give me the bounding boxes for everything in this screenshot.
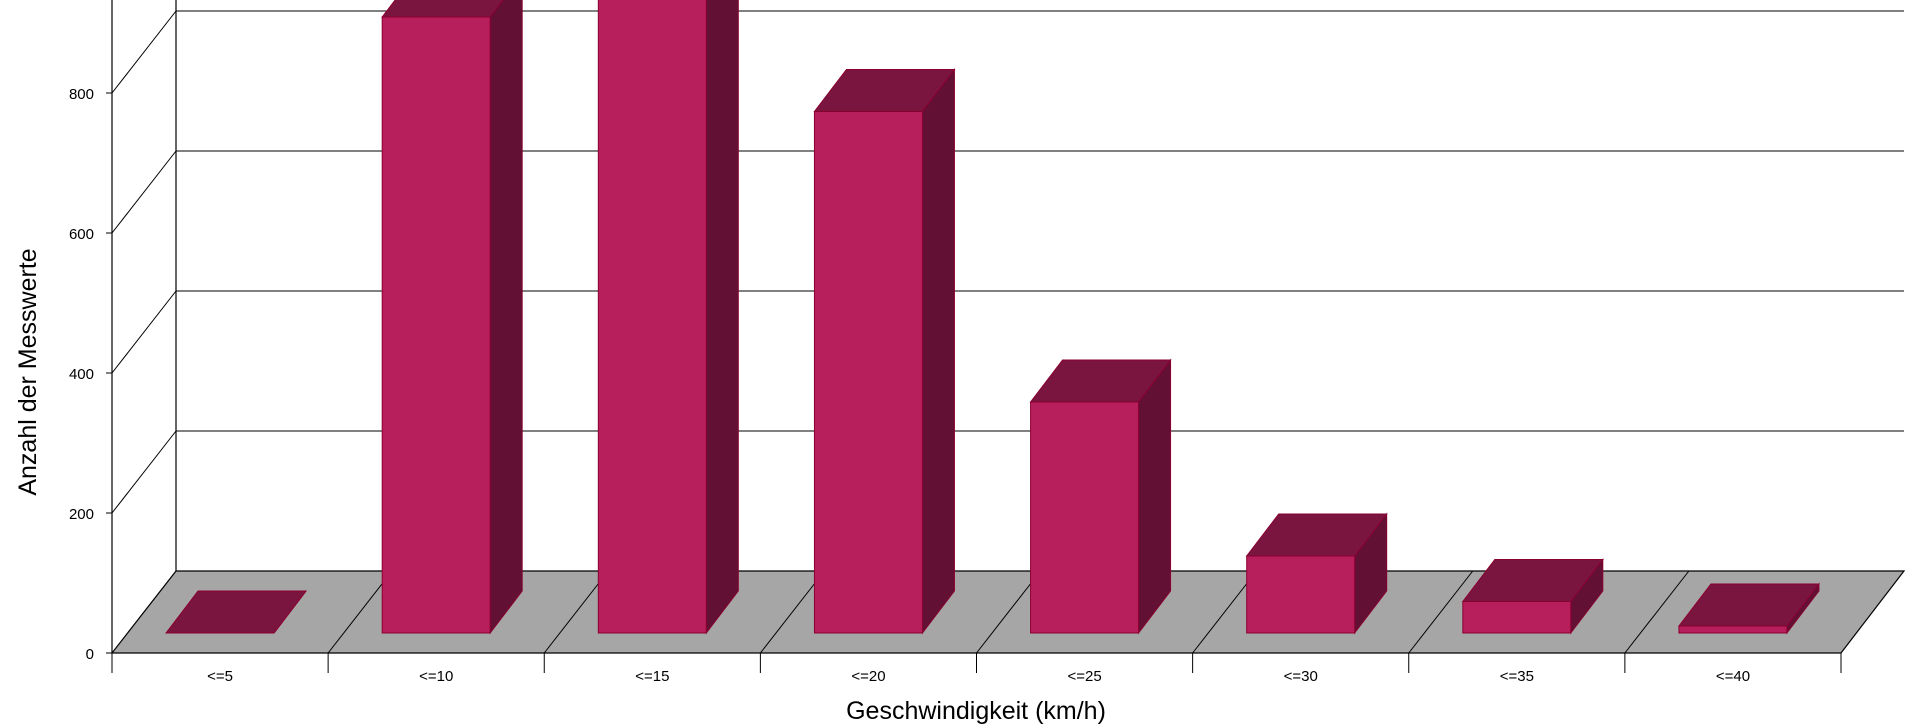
y-axis-ticks: 02004006008001000120014001600 <box>69 86 112 663</box>
x-tick-label: <=40 <box>1716 668 1750 685</box>
bar-side-face <box>1138 358 1172 635</box>
x-tick-label: <=25 <box>1067 668 1101 685</box>
bar <box>813 68 956 635</box>
floor-divider <box>327 570 393 654</box>
bar-top-face <box>813 69 956 112</box>
y-tick-label: 800 <box>69 86 94 103</box>
bar <box>1029 358 1172 635</box>
bar-top-face <box>165 590 308 634</box>
bar <box>381 0 523 635</box>
bar-top-face <box>1245 513 1388 557</box>
bar <box>597 0 739 635</box>
bar-front-face <box>1246 555 1356 634</box>
bar <box>1677 582 1820 635</box>
bar-front-face <box>1678 625 1788 634</box>
bar <box>1245 512 1388 635</box>
chart-floor <box>110 570 1906 654</box>
floor-divider <box>976 570 1041 654</box>
bar-front-face <box>1462 601 1572 634</box>
bar-front-face <box>381 16 491 634</box>
x-tick-label: <=5 <box>207 668 233 685</box>
x-tick-label: <=35 <box>1500 668 1534 685</box>
side-gridline <box>111 430 177 514</box>
bar-series <box>165 0 1820 635</box>
floor-divider <box>759 570 825 654</box>
bar-side-face <box>489 0 523 635</box>
floor-divider <box>1192 570 1258 654</box>
y-tick-label: 400 <box>69 366 94 383</box>
x-tick-label: <=20 <box>851 668 885 685</box>
floor-divider <box>1624 570 1690 654</box>
y-axis-title: Anzahl der Messwerte <box>14 248 42 495</box>
y-tick-label: 200 <box>69 506 94 523</box>
x-tick-label: <=10 <box>419 668 453 685</box>
floor-divider <box>543 570 609 654</box>
bar-side-face <box>705 0 739 635</box>
bar-front-face <box>813 111 923 634</box>
bar-front-face <box>1030 401 1140 634</box>
bar-top-face <box>381 0 504 18</box>
bar-side-face <box>921 68 955 635</box>
bar-top-face <box>1461 559 1604 602</box>
side-gridline <box>111 10 177 94</box>
x-tick-label: <=30 <box>1284 668 1318 685</box>
x-axis-title: Geschwindigkeit (km/h) <box>846 697 1106 725</box>
chart-walls <box>111 0 1904 653</box>
bar-top-face <box>1029 359 1172 403</box>
x-axis-ticks: <=5 <=10 <=15 <=20 <=25 <=30 <=35 <=40 <box>111 653 1842 685</box>
side-gridline <box>111 290 177 374</box>
bar <box>165 590 308 634</box>
bar-top-face <box>1677 583 1820 627</box>
y-tick-label: 600 <box>69 226 94 243</box>
side-gridline <box>111 150 177 234</box>
bar-front-face <box>597 0 707 634</box>
floor-divider <box>1408 570 1474 654</box>
bar <box>1461 558 1604 635</box>
x-tick-label: <=15 <box>635 668 669 685</box>
y-tick-label: 0 <box>86 646 94 663</box>
